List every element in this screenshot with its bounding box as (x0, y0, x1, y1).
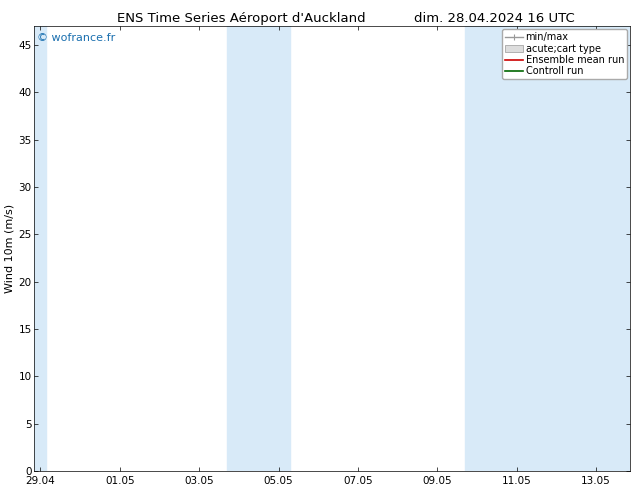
Text: dim. 28.04.2024 16 UTC: dim. 28.04.2024 16 UTC (414, 12, 575, 25)
Legend: min/max, acute;cart type, Ensemble mean run, Controll run: min/max, acute;cart type, Ensemble mean … (502, 29, 627, 79)
Text: © wofrance.fr: © wofrance.fr (37, 33, 115, 43)
Bar (227, 26, 290, 471)
Bar (465, 26, 630, 471)
Text: ENS Time Series Aéroport d'Auckland: ENS Time Series Aéroport d'Auckland (117, 12, 365, 25)
Y-axis label: Wind 10m (m/s): Wind 10m (m/s) (4, 204, 14, 293)
Bar (34, 26, 46, 471)
